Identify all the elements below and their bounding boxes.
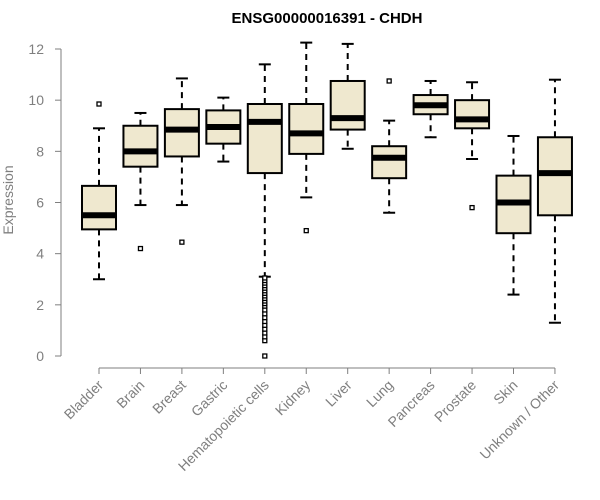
y-tick-label: 4 (36, 246, 44, 262)
x-tick-label: Liver (322, 377, 355, 410)
x-tick-label: Lung (363, 377, 396, 410)
box-group (81, 101, 117, 281)
outlier-point (137, 245, 144, 252)
box-group (495, 134, 532, 296)
box-group (246, 63, 283, 359)
outlier-point (303, 227, 309, 234)
x-tick-label: Skin (490, 377, 521, 408)
plot-area (81, 41, 573, 359)
x-tick-label: Unknown / Other (476, 377, 562, 463)
box-group (163, 77, 200, 245)
y-tick-label: 8 (36, 143, 44, 159)
iqr-box (371, 145, 408, 180)
outlier-point (386, 78, 392, 84)
x-tick-label: Prostate (431, 377, 479, 425)
x-tick-label: Bladder (61, 377, 107, 423)
outlier-point (469, 204, 475, 211)
y-tick-label: 2 (36, 297, 44, 313)
x-tick-label: Brain (113, 377, 147, 411)
y-axis: 0 2 4 6 8 10 12 (28, 41, 62, 364)
iqr-box (81, 184, 117, 231)
box-group (412, 79, 449, 139)
y-axis-title: Expression (0, 165, 16, 234)
iqr-box (288, 103, 325, 155)
x-tick-label: Kidney (272, 377, 314, 419)
box-group (454, 81, 491, 211)
iqr-box (329, 79, 366, 131)
iqr-box (246, 103, 283, 175)
iqr-box (122, 124, 159, 168)
outlier-point (179, 239, 185, 245)
outlier-point (262, 353, 268, 359)
box-group (536, 78, 573, 324)
chart-title: ENSG00000016391 - CHDH (232, 10, 423, 27)
y-tick-label: 10 (28, 92, 44, 108)
y-tick-label: 12 (28, 41, 44, 57)
y-tick-label: 0 (36, 348, 44, 364)
box-group (329, 42, 366, 150)
box-group (205, 96, 242, 163)
y-tick-label: 6 (36, 195, 44, 211)
iqr-box (163, 108, 200, 158)
iqr-box (454, 99, 491, 130)
outlier-point (262, 275, 268, 281)
box-group (371, 78, 408, 214)
box-group (288, 41, 325, 234)
iqr-box (536, 136, 573, 217)
outlier-point (96, 101, 102, 107)
box-group (122, 111, 159, 252)
x-tick-label: Breast (149, 377, 189, 417)
